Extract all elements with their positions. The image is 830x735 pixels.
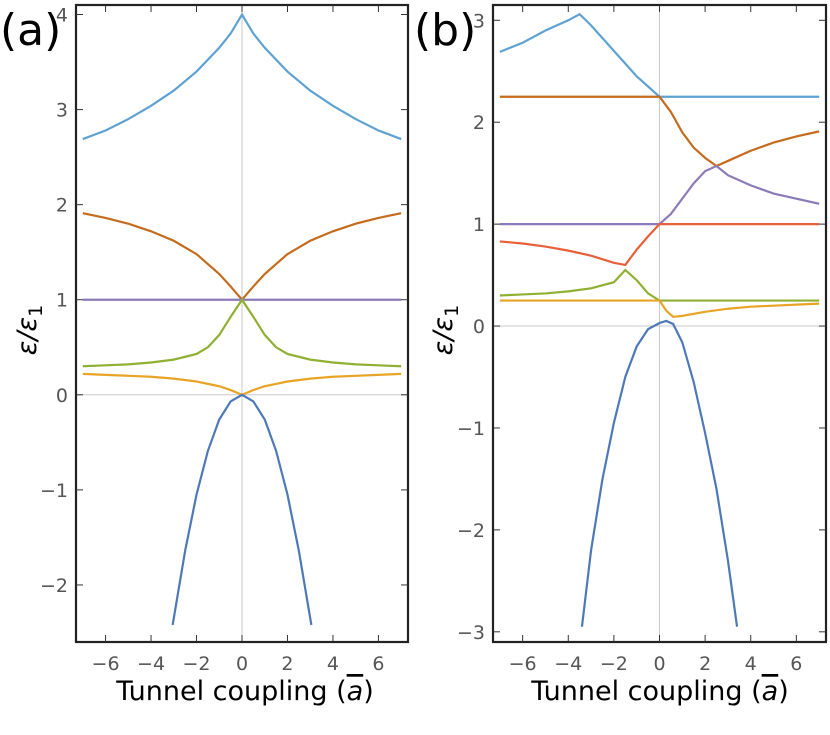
series-group xyxy=(499,12,820,627)
x-tick-label: 0 xyxy=(236,653,248,675)
x-tick-label: 6 xyxy=(790,653,802,675)
y-axis-label-main: ε/ε xyxy=(12,317,43,355)
series-line-0 xyxy=(82,12,402,141)
x-tick-label: 6 xyxy=(372,653,384,675)
series-line-4 xyxy=(499,268,820,302)
y-tick-label: 2 xyxy=(56,195,68,217)
x-tick-label: −2 xyxy=(600,653,628,675)
x-axis-label-close: ) xyxy=(778,676,789,707)
y-tick-label: −3 xyxy=(457,622,485,644)
y-tick-label: −2 xyxy=(40,575,68,597)
y-axis-label-main: ε/ε xyxy=(428,317,459,355)
series-line-5 xyxy=(171,393,313,626)
series-line-3 xyxy=(499,223,820,267)
x-tick-label: 2 xyxy=(699,653,711,675)
y-tick-label: 3 xyxy=(56,100,68,122)
x-tick-label: 4 xyxy=(327,653,339,675)
x-tick-label: 2 xyxy=(281,653,293,675)
y-tick-label: 3 xyxy=(473,10,485,32)
y-tick-label: −1 xyxy=(40,480,68,502)
x-tick-label: 0 xyxy=(653,653,665,675)
series-group xyxy=(82,12,402,626)
x-tick-label: −4 xyxy=(554,653,582,675)
y-axis-label: ε/ε1 xyxy=(12,305,47,355)
x-axis-label: Tunnel coupling (a) xyxy=(530,676,789,707)
x-tick-label: −6 xyxy=(509,653,537,675)
x-axis-label-symbol: a xyxy=(762,676,779,707)
x-axis-label-text: Tunnel coupling ( xyxy=(115,676,346,707)
series-line-6 xyxy=(580,319,739,627)
x-axis-label: Tunnel coupling (a) xyxy=(115,676,374,707)
x-axis-label-text: Tunnel coupling ( xyxy=(530,676,761,707)
series-line-0 xyxy=(499,12,820,98)
x-axis-label-close: ) xyxy=(363,676,374,707)
x-tick-label: 4 xyxy=(745,653,757,675)
x-tick-label: −2 xyxy=(183,653,211,675)
y-axis-label-sub: 1 xyxy=(441,305,463,317)
series-line-5 xyxy=(499,299,820,319)
x-tick-label: −6 xyxy=(92,653,120,675)
panel-label: (a) xyxy=(0,5,61,56)
y-tick-label: −1 xyxy=(457,418,485,440)
y-tick-label: 1 xyxy=(473,214,485,236)
x-axis-label-symbol: a xyxy=(347,676,364,707)
y-tick-label: 4 xyxy=(56,5,68,27)
y-axis-label: ε/ε1 xyxy=(428,305,463,355)
y-tick-label: 0 xyxy=(473,316,485,338)
x-tick-label: −4 xyxy=(137,653,165,675)
series-line-2 xyxy=(499,164,820,226)
y-tick-label: 0 xyxy=(56,385,68,407)
y-tick-label: −2 xyxy=(457,520,485,542)
y-tick-label: 1 xyxy=(56,290,68,312)
panel-label: (b) xyxy=(414,5,476,56)
y-tick-label: 2 xyxy=(473,112,485,134)
series-line-1 xyxy=(499,95,820,168)
y-axis-label-sub: 1 xyxy=(25,305,47,317)
series-line-3 xyxy=(82,297,402,368)
